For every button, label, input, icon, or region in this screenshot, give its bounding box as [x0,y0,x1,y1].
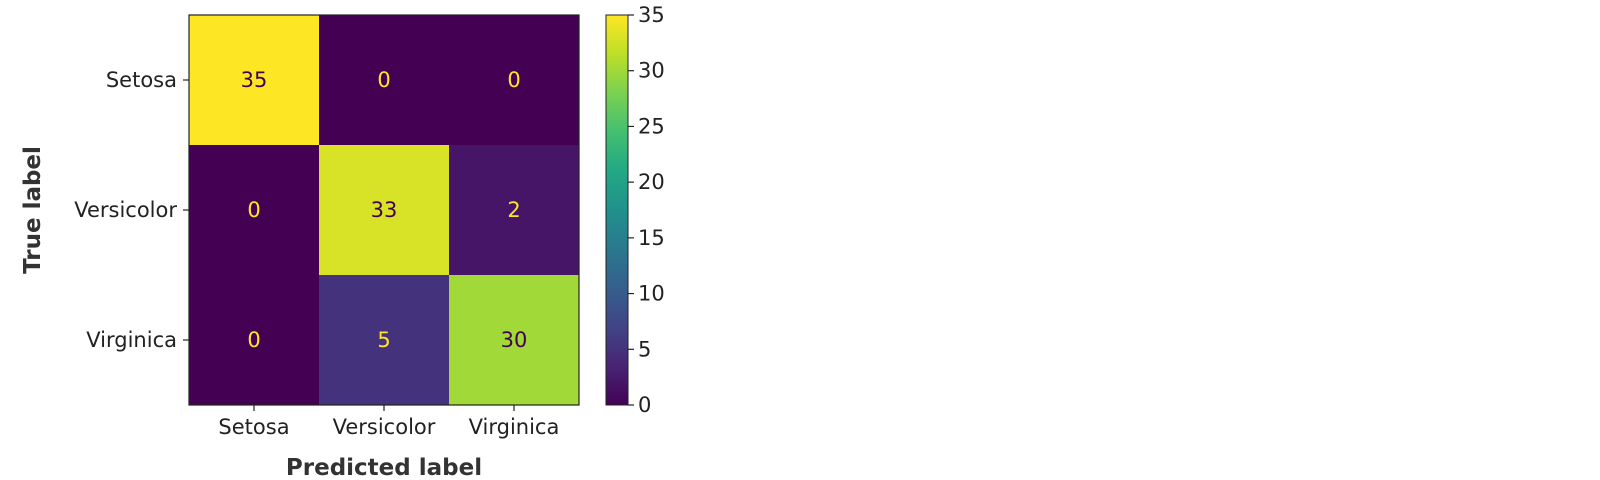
heatmap-cell [449,145,579,275]
y-axis-title: True label [20,146,46,274]
heatmap-cell [319,145,449,275]
heatmap-cell [189,145,319,275]
x-tick-label: Virginica [469,415,560,439]
heatmap-cell [189,275,319,405]
heatmap-cell-label: 0 [377,68,390,92]
heatmap-cell [449,275,579,405]
heatmap-cell [319,275,449,405]
heatmap-cell-label: 0 [247,328,260,352]
x-axis-title: Predicted label [286,455,482,480]
x-tick-label: Setosa [218,415,289,439]
heatmap-cell-label: 0 [247,198,260,222]
colorbar-tick-label: 20 [638,170,665,194]
colorbar-tick-label: 35 [638,3,665,27]
colorbar-tick-label: 15 [638,226,665,250]
colorbar-tick-label: 0 [638,393,651,417]
y-tick-label: Versicolor [74,198,177,222]
heatmap-cell [189,15,319,145]
heatmap-cell-label: 30 [501,328,528,352]
y-tick-label: Setosa [106,68,177,92]
y-tick-label: Virginica [86,328,177,352]
colorbar-tick-label: 10 [638,282,665,306]
heatmap-cell-label: 33 [371,198,398,222]
heatmap-cells [189,15,579,405]
heatmap-cell-label: 5 [377,328,390,352]
x-axis-ticks: Setosa Versicolor Virginica [218,405,559,439]
heatmap-cell-label: 2 [507,198,520,222]
heatmap-cell [449,15,579,145]
colorbar-tick-label: 30 [638,59,665,83]
colorbar [605,14,629,406]
x-tick-label: Versicolor [333,415,436,439]
colorbar-tick-label: 25 [638,114,665,138]
heatmap-cell-labels: 35 0 0 0 33 2 0 5 30 [241,68,528,352]
colorbar-ticks: 0 5 10 15 20 25 30 35 [628,3,665,417]
y-axis-ticks: Setosa Versicolor Virginica [74,68,189,352]
heatmap-cell-label: 35 [241,68,268,92]
heatmap-cell-label: 0 [507,68,520,92]
heatmap-cell [319,15,449,145]
colorbar-tick-label: 5 [638,337,651,361]
